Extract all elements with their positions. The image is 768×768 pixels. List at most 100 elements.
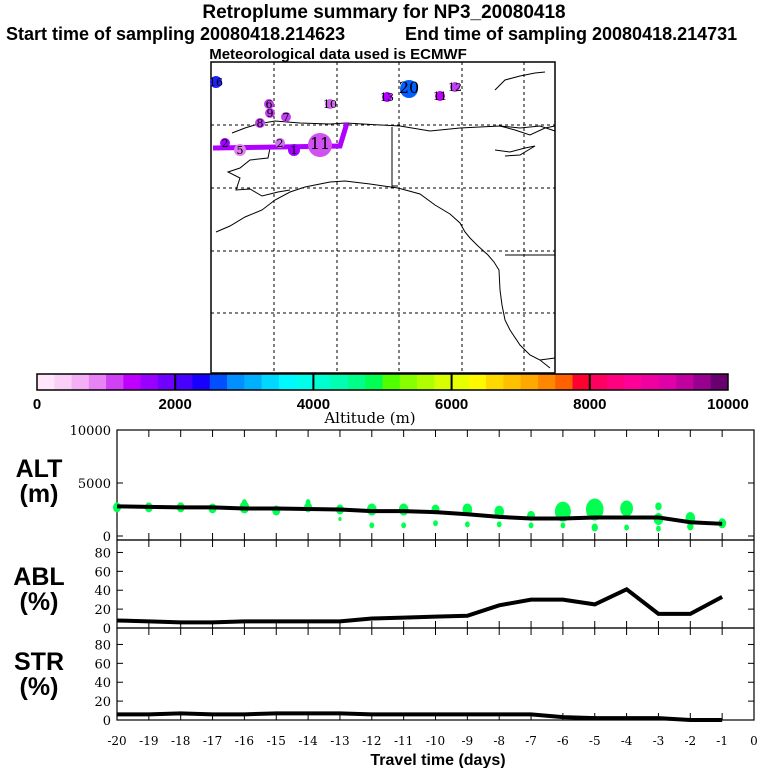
- scatter-point: [687, 522, 694, 531]
- y-tick-label: 80: [94, 638, 111, 653]
- x-tick-label: -19: [139, 734, 158, 748]
- plume-marker: [255, 118, 265, 128]
- plume-marker-label: 6: [266, 98, 273, 111]
- colorbar-swatch: [140, 374, 159, 390]
- colorbar-swatch: [313, 374, 332, 390]
- plume-marker-label: 2: [277, 137, 284, 150]
- y-tick-label: 10000: [70, 424, 111, 439]
- colorbar-swatch: [209, 374, 228, 390]
- colorbar-swatch: [37, 374, 55, 390]
- x-tick-label: -1: [716, 734, 728, 748]
- plume-marker-label: 9: [267, 107, 274, 120]
- plume-marker-label: 11: [433, 90, 447, 103]
- series-line-alt: [116, 504, 723, 526]
- x-tick-label: -9: [461, 734, 473, 748]
- x-tick-label: -12: [362, 734, 381, 748]
- x-tick-label: -15: [267, 734, 286, 748]
- colorbar-swatch: [106, 374, 124, 390]
- scatter-point: [624, 524, 629, 531]
- y-tick-label: 40: [94, 676, 111, 691]
- start-time-label: Start time of sampling 20080418.214623: [6, 24, 346, 44]
- y-tick-label: 0: [103, 530, 111, 545]
- scatter-point: [369, 522, 375, 529]
- abl-unit: (%): [19, 588, 59, 616]
- x-tick-label: -7: [525, 734, 537, 748]
- colorbar-swatch: [676, 374, 694, 390]
- x-tick-label: -18: [171, 734, 190, 748]
- x-tick-label: -10: [426, 734, 445, 748]
- scatter-point: [496, 521, 502, 528]
- plume-marker: [281, 112, 291, 122]
- colorbar-swatch: [486, 374, 504, 390]
- x-tick-label: -8: [493, 734, 505, 748]
- x-tick-label: -5: [589, 734, 601, 748]
- colorbar-swatch: [278, 374, 297, 390]
- colorbar-swatch: [54, 374, 73, 390]
- plume-line: [212, 122, 350, 151]
- colorbar-frame: [36, 373, 729, 391]
- str-panel-label: STR (%): [4, 650, 74, 700]
- y-tick-label: 20: [94, 603, 111, 618]
- colorbar-swatch: [537, 374, 556, 390]
- altitude-colorbar: 0 2000 4000 6000 8000 10000 Altitude (m): [33, 373, 749, 427]
- y-tick-label: 40: [94, 584, 111, 599]
- x-tick-label: -17: [203, 734, 222, 748]
- plume-marker: [325, 99, 335, 109]
- scatter-point: [656, 525, 661, 532]
- plume-marker-label: 20: [399, 78, 419, 97]
- str-unit: (%): [19, 673, 59, 701]
- chart-title: Retroplume summary for NP3_20080418: [202, 2, 566, 23]
- colorbar-swatch: [693, 374, 712, 390]
- scatter-point: [464, 521, 470, 528]
- x-tick-label: -4: [621, 734, 633, 748]
- series-line-str: [117, 711, 723, 722]
- panel-frame: [116, 627, 755, 721]
- colorbar-swatch: [451, 374, 470, 390]
- colorbar-swatch: [710, 374, 729, 390]
- x-tick-label: -16: [235, 734, 254, 748]
- colorbar-swatch: [175, 374, 193, 390]
- x-tick-label: -6: [557, 734, 569, 748]
- alt-unit: (m): [19, 480, 59, 508]
- map-grid: [211, 62, 555, 373]
- alt-panel-label: ALT (m): [4, 457, 74, 507]
- abl-panel-label: ABL (%): [4, 565, 74, 615]
- colorbar-swatch: [157, 374, 176, 390]
- colorbar-tick-label: 10000: [707, 396, 749, 413]
- colorbar-swatch: [365, 374, 383, 390]
- colorbar-tick-label: 4000: [297, 396, 330, 413]
- plume-marker: [435, 91, 445, 101]
- colorbar-swatch: [503, 374, 522, 390]
- plume-marker: [220, 138, 230, 148]
- abl-label: ABL: [13, 563, 65, 591]
- panel-abl: 0 20 40 60 80: [94, 539, 755, 637]
- scatter-point: [528, 522, 534, 529]
- x-tick-label: -20: [107, 734, 126, 748]
- x-tick-label: -11: [394, 734, 413, 748]
- scatter-point: [338, 517, 342, 522]
- plume-marker: [308, 133, 332, 157]
- colorbar-swatch: [399, 374, 418, 390]
- scatter-point: [560, 522, 566, 529]
- scatter-point: [585, 498, 604, 521]
- colorbar-swatch: [88, 374, 107, 390]
- map-frame: [210, 61, 556, 374]
- y-tick-label: 60: [94, 657, 111, 672]
- plume-marker-label: 5: [237, 144, 244, 157]
- x-tick-label: -14: [298, 734, 318, 748]
- colorbar-swatch: [261, 374, 280, 390]
- scatter-point: [620, 500, 633, 517]
- plume-marker-label: 10: [323, 98, 337, 111]
- x-tick-label: 0: [750, 734, 758, 748]
- str-label: STR: [14, 648, 64, 676]
- colorbar-swatch: [382, 374, 401, 390]
- colorbar-swatch: [123, 374, 142, 390]
- colorbar-swatch: [434, 374, 453, 390]
- scatter-point: [591, 523, 598, 532]
- plume-marker: [275, 138, 285, 148]
- plume-marker-label: 16: [209, 76, 223, 89]
